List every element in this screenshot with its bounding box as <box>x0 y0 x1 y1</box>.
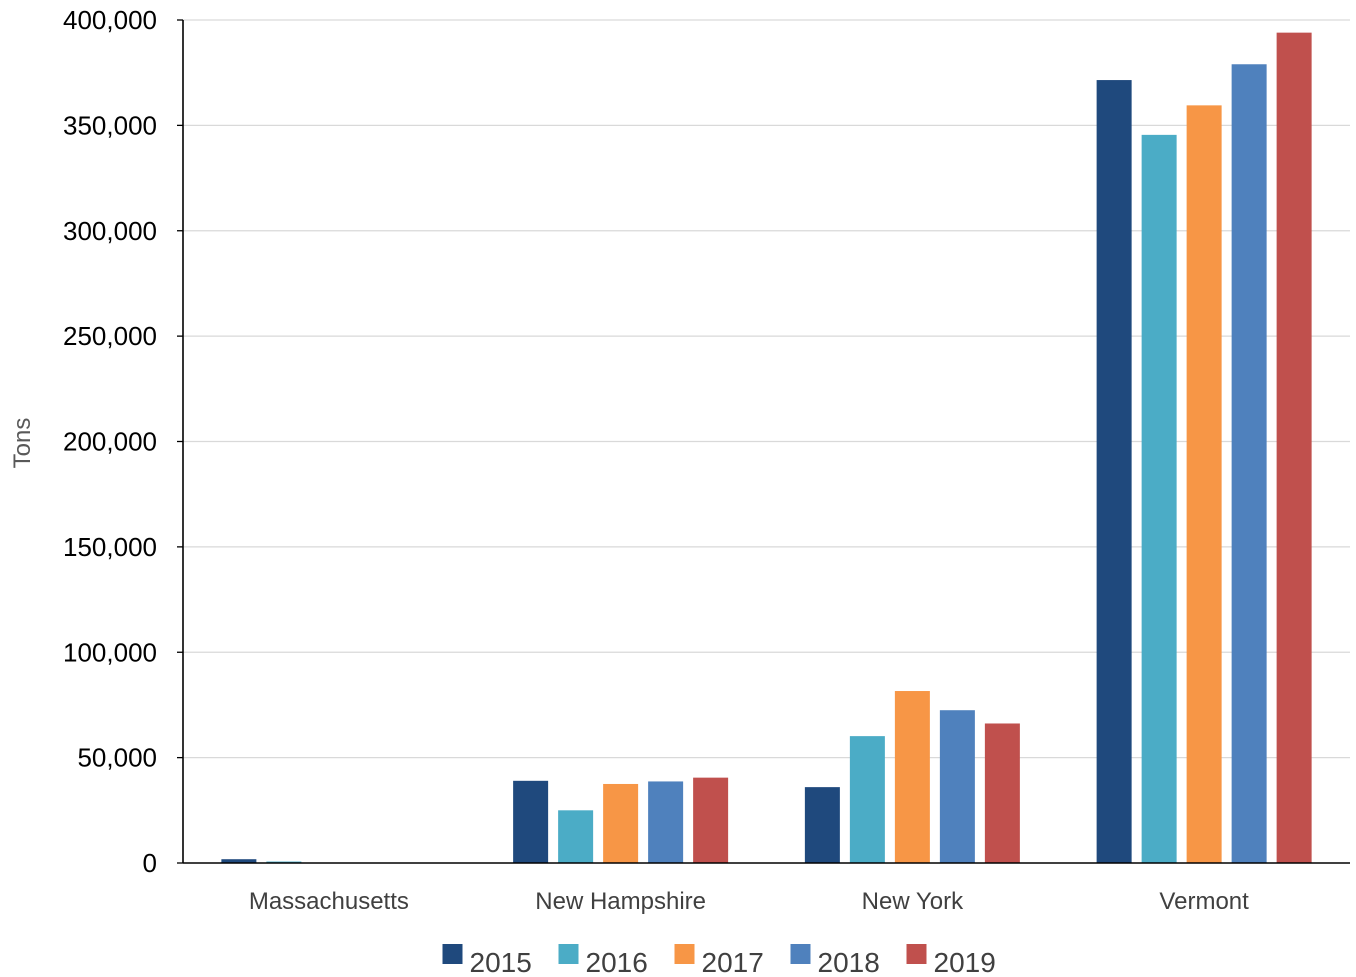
y-axis-title: Tons <box>9 418 36 469</box>
legend-label: 2019 <box>934 947 996 977</box>
bar-vermont-2019 <box>1276 32 1312 863</box>
bar-new-hampshire-2019 <box>693 777 729 863</box>
legend: 2015 2016 2017 2018 2019 <box>442 944 996 977</box>
bar-new-hampshire-2017 <box>603 783 639 863</box>
legend-item-2015: 2015 <box>442 944 532 977</box>
y-axis-tick-labels: 0 50,000 100,000 150,000 200,000 250,000 300,0… <box>63 5 157 878</box>
y-tick-label: 150,000 <box>63 532 157 562</box>
x-category-label: Massachusetts <box>249 888 409 915</box>
y-tick-label: 400,000 <box>63 5 157 35</box>
y-tick-label: 50,000 <box>77 743 157 773</box>
legend-label: 2018 <box>818 947 880 977</box>
legend-swatch <box>442 944 463 964</box>
bar-new-hampshire-2016 <box>558 810 594 863</box>
legend-label: 2017 <box>702 947 764 977</box>
bar-new-york-2017 <box>894 691 930 863</box>
legend-item-2016: 2016 <box>558 944 648 977</box>
y-tick-label: 250,000 <box>63 321 157 351</box>
bar-new-hampshire-2015 <box>513 780 549 863</box>
legend-swatch <box>558 944 579 964</box>
bar-vermont-2015 <box>1096 80 1132 864</box>
legend-item-2019: 2019 <box>906 944 996 977</box>
x-category-label: New Hampshire <box>535 888 706 915</box>
y-tick-label: 200,000 <box>63 427 157 457</box>
legend-label: 2016 <box>586 947 648 977</box>
axes <box>182 20 1350 864</box>
y-tick-label: 0 <box>143 848 157 878</box>
bar-new-york-2015 <box>804 787 840 863</box>
bar-new-hampshire-2018 <box>648 781 684 863</box>
bar-vermont-2018 <box>1231 64 1267 863</box>
bar-vermont-2016 <box>1141 134 1177 863</box>
x-category-label: Vermont <box>1159 888 1249 915</box>
legend-label: 2015 <box>470 947 532 977</box>
y-tick-label: 300,000 <box>63 216 157 246</box>
legend-swatch <box>674 944 695 964</box>
x-axis-category-labels: Massachusetts New Hampshire New York Vermon… <box>249 888 1249 915</box>
legend-swatch <box>906 944 927 964</box>
bar-new-york-2019 <box>984 723 1020 863</box>
y-tick-label: 350,000 <box>63 110 157 140</box>
legend-swatch <box>790 944 811 964</box>
bar-new-york-2016 <box>849 736 885 863</box>
bar-new-york-2018 <box>939 710 975 863</box>
y-tick-label: 100,000 <box>63 637 157 667</box>
x-category-label: New York <box>862 888 964 915</box>
legend-item-2017: 2017 <box>674 944 764 977</box>
legend-item-2018: 2018 <box>790 944 880 977</box>
bar-massachusetts-2015 <box>221 859 257 863</box>
bars <box>221 32 1312 864</box>
bar-vermont-2017 <box>1186 105 1222 863</box>
